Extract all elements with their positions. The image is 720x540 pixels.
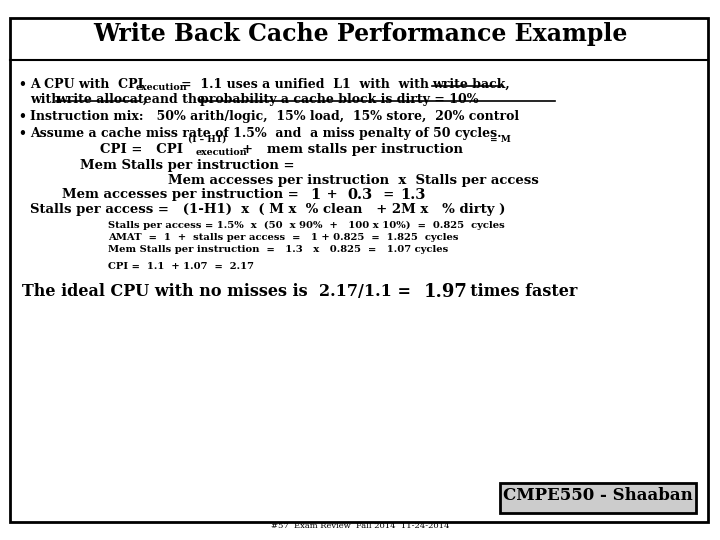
Text: The ideal CPU with no misses is  2.17/1.1 =: The ideal CPU with no misses is 2.17/1.1… (22, 283, 411, 300)
Text: Stalls per access = 1.5%  x  (50  x 90%  +   100 x 10%)  =  0.825  cycles: Stalls per access = 1.5% x (50 x 90% + 1… (108, 221, 505, 230)
FancyBboxPatch shape (500, 483, 696, 513)
Text: Mem Stalls per instruction  =   1.3   x   0.825  =   1.07 cycles: Mem Stalls per instruction = 1.3 x 0.825… (108, 245, 449, 254)
Text: Write Back Cache Performance Example: Write Back Cache Performance Example (93, 22, 627, 46)
Text: Mem Stalls per instruction =: Mem Stalls per instruction = (80, 159, 294, 172)
Text: +: + (322, 188, 347, 201)
Text: Mem accesses per instruction  x  Stalls per access: Mem accesses per instruction x Stalls pe… (168, 174, 539, 187)
Text: execution: execution (136, 83, 188, 92)
Text: write back,: write back, (432, 78, 510, 91)
Text: times faster: times faster (459, 283, 577, 300)
Text: •: • (18, 110, 26, 123)
Text: A CPU with  CPI: A CPU with CPI (30, 78, 143, 91)
Text: Instruction mix:   50% arith/logic,  15% load,  15% store,  20% control: Instruction mix: 50% arith/logic, 15% lo… (30, 110, 519, 123)
Text: CPI =   CPI: CPI = CPI (100, 143, 183, 156)
Text: write allocate: write allocate (56, 93, 152, 106)
Text: +   mem stalls per instruction: + mem stalls per instruction (242, 143, 463, 156)
Text: (I – H1): (I – H1) (188, 135, 226, 144)
Text: execution: execution (196, 148, 248, 157)
Text: 1.3: 1.3 (400, 188, 426, 202)
Text: AMAT  =  1  +  stalls per access  =   1 + 0.825  =  1.825  cycles: AMAT = 1 + stalls per access = 1 + 0.825… (108, 233, 459, 242)
Text: 0.3: 0.3 (347, 188, 372, 202)
Text: =  1.1 uses a unified  L1  with  with: = 1.1 uses a unified L1 with with (181, 78, 429, 91)
Text: , and the: , and the (143, 93, 205, 106)
Text: 1.97: 1.97 (424, 283, 468, 301)
Text: •: • (18, 78, 26, 91)
Text: #57  Exam Review  Fall 2014  11-24-2014: #57 Exam Review Fall 2014 11-24-2014 (271, 522, 449, 530)
Text: = M: = M (490, 135, 510, 144)
Text: with: with (30, 93, 60, 106)
Text: 1: 1 (310, 188, 320, 202)
Text: Mem accesses per instruction =: Mem accesses per instruction = (62, 188, 308, 201)
Text: probability a cache block is dirty = 10%: probability a cache block is dirty = 10% (200, 93, 479, 106)
Text: •: • (18, 127, 26, 140)
Text: =: = (374, 188, 403, 201)
Text: Stalls per access =   (1-H1)  x  ( M x  % clean   + 2M x   % dirty ): Stalls per access = (1-H1) x ( M x % cle… (30, 203, 505, 216)
Text: CMPE550 - Shaaban: CMPE550 - Shaaban (503, 488, 693, 504)
Text: CPI =  1.1  + 1.07  =  2.17: CPI = 1.1 + 1.07 = 2.17 (108, 262, 254, 271)
Text: Assume a cache miss rate of 1.5%  and  a miss penalty of 50 cycles.: Assume a cache miss rate of 1.5% and a m… (30, 127, 502, 140)
